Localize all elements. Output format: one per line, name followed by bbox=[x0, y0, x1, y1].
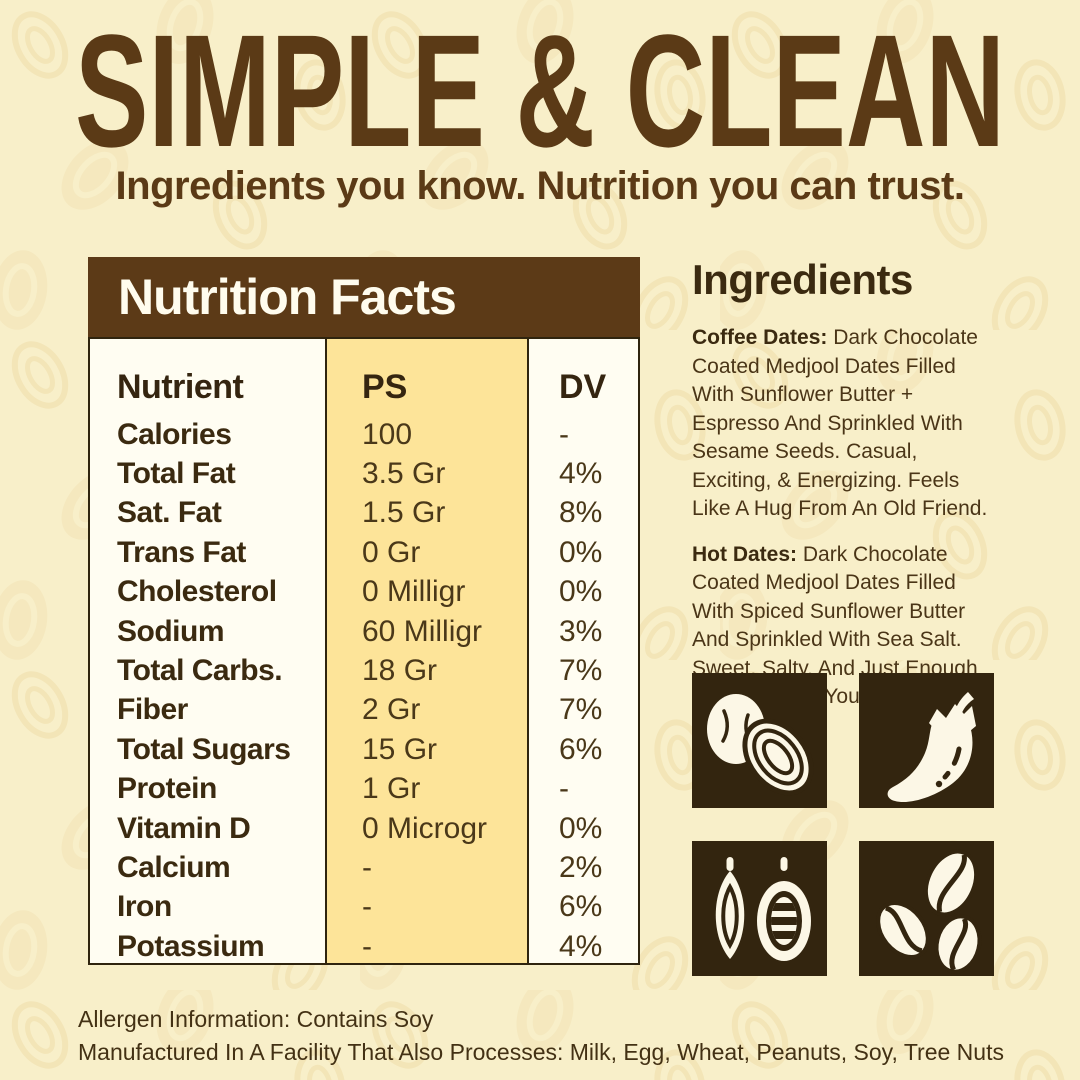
ingredient-description: Coffee Dates: Dark Chocolate Coated Medj… bbox=[692, 324, 998, 524]
coffee-beans-tile bbox=[859, 841, 994, 976]
table-row: Sat. Fat 1.5 Gr 8% bbox=[90, 494, 638, 533]
ingredients-title: Ingredients bbox=[692, 256, 913, 303]
nutrient-label: Iron bbox=[117, 890, 172, 924]
nutrient-label: Fiber bbox=[117, 693, 188, 727]
nutrition-facts-title: Nutrition Facts bbox=[118, 269, 457, 325]
table-row: Protein 1 Gr - bbox=[90, 770, 638, 809]
table-row: Vitamin D 0 Microgr 0% bbox=[90, 809, 638, 848]
nutrient-ps-value: 0 Gr bbox=[362, 535, 421, 569]
nutrient-dv-value: 4% bbox=[559, 929, 603, 963]
table-row: Total Carbs. 18 Gr 7% bbox=[90, 651, 638, 690]
nutrient-label: Sat. Fat bbox=[117, 496, 222, 530]
column-header-nutrient: Nutrient bbox=[117, 367, 244, 406]
nutrient-dv-value: 0% bbox=[559, 575, 603, 609]
cacao-pods-tile bbox=[692, 841, 827, 976]
nutrient-ps-value: 2 Gr bbox=[362, 693, 421, 727]
nutrition-facts-header: Nutrition Facts bbox=[88, 257, 640, 337]
nutrient-dv-value: 2% bbox=[559, 850, 603, 884]
nutrient-label: Potassium bbox=[117, 929, 265, 963]
nutrient-dv-value: 7% bbox=[559, 693, 603, 727]
page-subtitle: Ingredients you know. Nutrition you can … bbox=[115, 164, 965, 208]
ingredients-list: Coffee Dates: Dark Chocolate Coated Medj… bbox=[692, 324, 998, 740]
nutrient-ps-value: 15 Gr bbox=[362, 732, 438, 766]
nutrient-ps-value: 18 Gr bbox=[362, 654, 438, 688]
nutrient-label: Cholesterol bbox=[117, 575, 277, 609]
nutrient-label: Sodium bbox=[117, 614, 225, 648]
nutrition-table-header-row: Nutrient PS DV bbox=[90, 361, 638, 413]
table-row: Sodium 60 Milligr 3% bbox=[90, 612, 638, 651]
coconut-tile bbox=[692, 673, 827, 808]
allergen-line: Allergen Information: Contains Soy bbox=[78, 1006, 434, 1032]
nutrient-dv-value: - bbox=[559, 417, 569, 451]
page-title-text: SIMPLE & CLEAN bbox=[75, 20, 1005, 160]
table-row: Fiber 2 Gr 7% bbox=[90, 691, 638, 730]
nutrient-ps-value: 0 Milligr bbox=[362, 575, 466, 609]
ingredient-name: Coffee Dates: bbox=[692, 326, 828, 349]
table-row: Calories 100 - bbox=[90, 415, 638, 454]
column-header-ps: PS bbox=[362, 367, 408, 406]
table-row: Calcium - 2% bbox=[90, 848, 638, 887]
coconut-icon bbox=[707, 694, 814, 796]
nutrition-table: Nutrient PS DV Calories 100 - Total bbox=[88, 337, 640, 965]
nutrient-dv-value: 7% bbox=[559, 654, 603, 688]
nutrient-dv-value: 0% bbox=[559, 535, 603, 569]
nutrient-label: Calcium bbox=[117, 850, 231, 884]
nutrient-dv-value: 0% bbox=[559, 811, 603, 845]
ingredient-text: Dark Chocolate Coated Medjool Dates Fill… bbox=[692, 326, 988, 520]
nutrient-ps-value: - bbox=[362, 929, 372, 963]
allergen-info: Allergen Information: Contains Soy Manuf… bbox=[78, 1003, 1004, 1069]
table-row: Total Fat 3.5 Gr 4% bbox=[90, 454, 638, 493]
nutrient-ps-value: 1.5 Gr bbox=[362, 496, 446, 530]
ingredient-name: Hot Dates: bbox=[692, 542, 798, 566]
nutrient-ps-value: - bbox=[362, 890, 372, 924]
table-row: Trans Fat 0 Gr 0% bbox=[90, 533, 638, 572]
nutrient-ps-value: - bbox=[362, 850, 372, 884]
nutrient-ps-value: 3.5 Gr bbox=[362, 457, 446, 491]
page-title: SIMPLE & CLEAN bbox=[75, 20, 1005, 160]
nutrient-dv-value: - bbox=[559, 772, 569, 806]
nutrient-ps-value: 60 Milligr bbox=[362, 614, 483, 648]
cacao-pods-icon bbox=[715, 857, 811, 961]
chili-tile bbox=[859, 673, 994, 808]
nutrient-label: Total Sugars bbox=[117, 732, 291, 766]
nutrition-facts-panel: Nutrition Facts Nutrient PS DV Calories … bbox=[88, 257, 640, 965]
nutrient-dv-value: 6% bbox=[559, 732, 603, 766]
nutrient-label: Protein bbox=[117, 772, 217, 806]
nutrient-dv-value: 8% bbox=[559, 496, 603, 530]
nutrient-dv-value: 4% bbox=[559, 457, 603, 491]
table-row: Total Sugars 15 Gr 6% bbox=[90, 730, 638, 769]
nutrient-dv-value: 3% bbox=[559, 614, 603, 648]
serving-column-highlight bbox=[325, 339, 529, 963]
nutrition-table-body: Calories 100 - Total Fat 3.5 Gr 4% Sat. … bbox=[90, 415, 638, 966]
nutrient-ps-value: 1 Gr bbox=[362, 772, 421, 806]
table-row: Iron - 6% bbox=[90, 888, 638, 927]
nutrient-label: Calories bbox=[117, 417, 232, 451]
table-row: Potassium - 4% bbox=[90, 927, 638, 966]
facility-line: Manufactured In A Facility That Also Pro… bbox=[78, 1039, 1004, 1065]
chili-icon bbox=[887, 692, 976, 803]
nutrient-ps-value: 100 bbox=[362, 417, 413, 451]
nutrient-ps-value: 0 Microgr bbox=[362, 811, 488, 845]
nutrient-dv-value: 6% bbox=[559, 890, 603, 924]
nutrient-label: Trans Fat bbox=[117, 535, 246, 569]
nutrient-label: Total Fat bbox=[117, 457, 236, 491]
ingredient-icon-tiles bbox=[692, 673, 994, 976]
coffee-beans-icon bbox=[876, 849, 982, 974]
ingredients-section: Ingredients Coffee Dates: Dark Chocolate… bbox=[692, 256, 998, 757]
nutrient-label: Total Carbs. bbox=[117, 654, 283, 688]
nutrient-label: Vitamin D bbox=[117, 811, 251, 845]
table-row: Cholesterol 0 Milligr 0% bbox=[90, 573, 638, 612]
column-header-dv: DV bbox=[559, 367, 607, 406]
